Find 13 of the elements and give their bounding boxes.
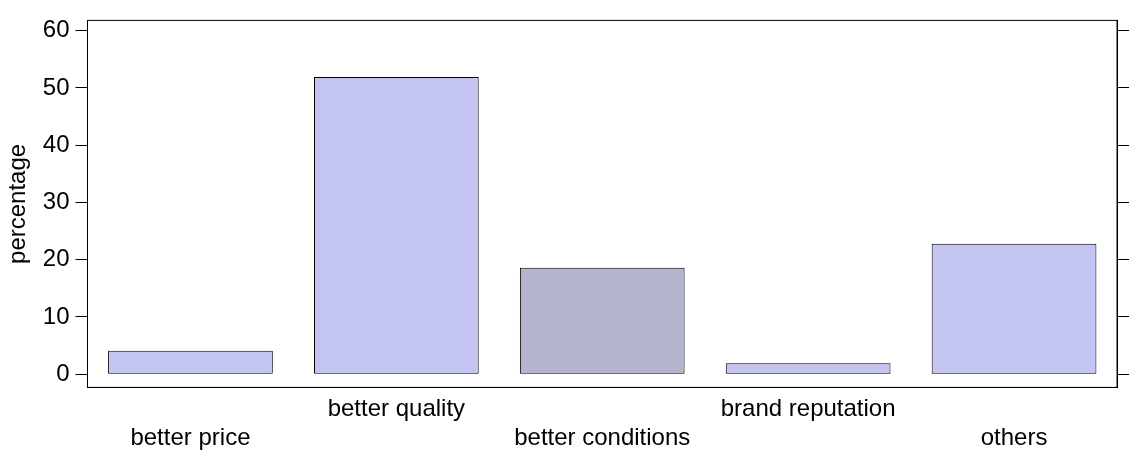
y-tick-label: 20 xyxy=(42,244,70,272)
y-tick-label: 10 xyxy=(42,301,70,329)
x-tick-label: better price xyxy=(130,423,251,451)
x-tick-label: better quality xyxy=(327,394,466,422)
x-tick-label: others xyxy=(980,423,1048,451)
x-tick-label: better conditions xyxy=(514,423,691,451)
y-tick-label: 0 xyxy=(56,358,70,386)
x-tick-label: brand reputation xyxy=(720,394,896,422)
y-tick-label: 40 xyxy=(42,129,70,157)
y-tick-label: 60 xyxy=(42,15,70,43)
y-tick-label: 30 xyxy=(42,187,70,215)
y-tick-label: 50 xyxy=(42,72,70,100)
y-axis-title: percentage xyxy=(3,143,31,264)
